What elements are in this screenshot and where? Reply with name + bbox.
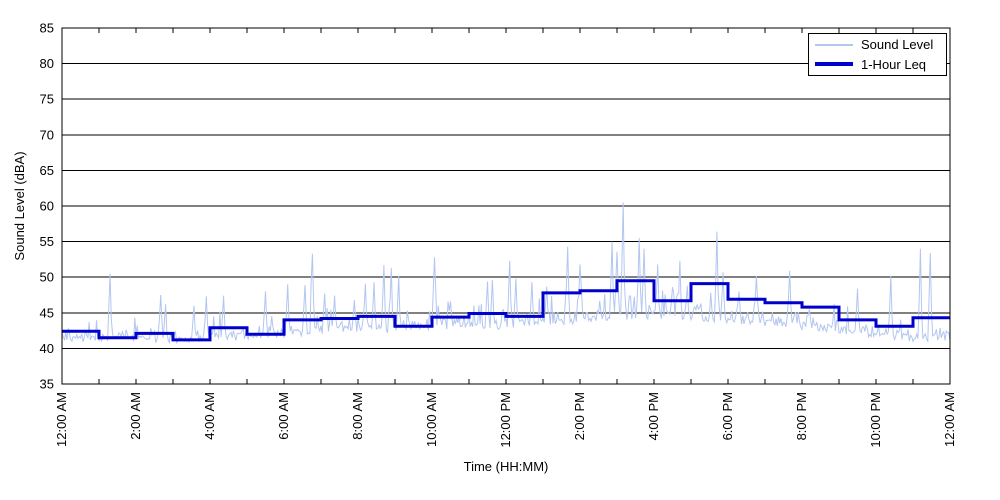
y-tick-label: 35 (40, 377, 54, 392)
y-tick-label: 60 (40, 199, 54, 214)
y-tick-label: 45 (40, 305, 54, 320)
x-tick-label: 6:00 AM (276, 392, 291, 440)
x-tick-label: 8:00 AM (350, 392, 365, 440)
y-tick-label: 80 (40, 56, 54, 71)
legend: Sound Level 1-Hour Leq (808, 33, 947, 76)
y-axis-title: Sound Level (dBA) (12, 151, 27, 261)
x-tick-label: 10:00 AM (424, 392, 439, 447)
y-tick-label: 65 (40, 163, 54, 178)
legend-item-sound-level: Sound Level (815, 36, 940, 54)
y-tick-label: 40 (40, 341, 54, 356)
x-tick-label: 12:00 AM (54, 392, 69, 447)
legend-label-1-hour-leq: 1-Hour Leq (861, 56, 927, 72)
y-tick-label: 75 (40, 92, 54, 107)
x-tick-label: 8:00 PM (794, 392, 809, 440)
y-tick-label: 55 (40, 234, 54, 249)
x-tick-label: 4:00 AM (202, 392, 217, 440)
x-tick-label: 12:00 AM (942, 392, 957, 447)
x-tick-label: 2:00 PM (572, 392, 587, 440)
legend-item-1-hour-leq: 1-Hour Leq (815, 55, 940, 73)
x-tick-label: 10:00 PM (868, 392, 883, 448)
x-tick-label: 6:00 PM (720, 392, 735, 440)
leq-line-swatch (815, 62, 853, 67)
sound-level-line-swatch (815, 43, 853, 46)
x-tick-label: 12:00 PM (498, 392, 513, 448)
x-axis-title: Time (HH:MM) (463, 459, 549, 474)
x-tick-label: 2:00 AM (128, 392, 143, 440)
y-tick-label: 85 (40, 21, 54, 36)
legend-label-sound-level: Sound Level (861, 37, 934, 53)
x-tick-label: 4:00 PM (646, 392, 661, 440)
y-tick-label: 70 (40, 127, 54, 142)
y-tick-label: 50 (40, 270, 54, 285)
